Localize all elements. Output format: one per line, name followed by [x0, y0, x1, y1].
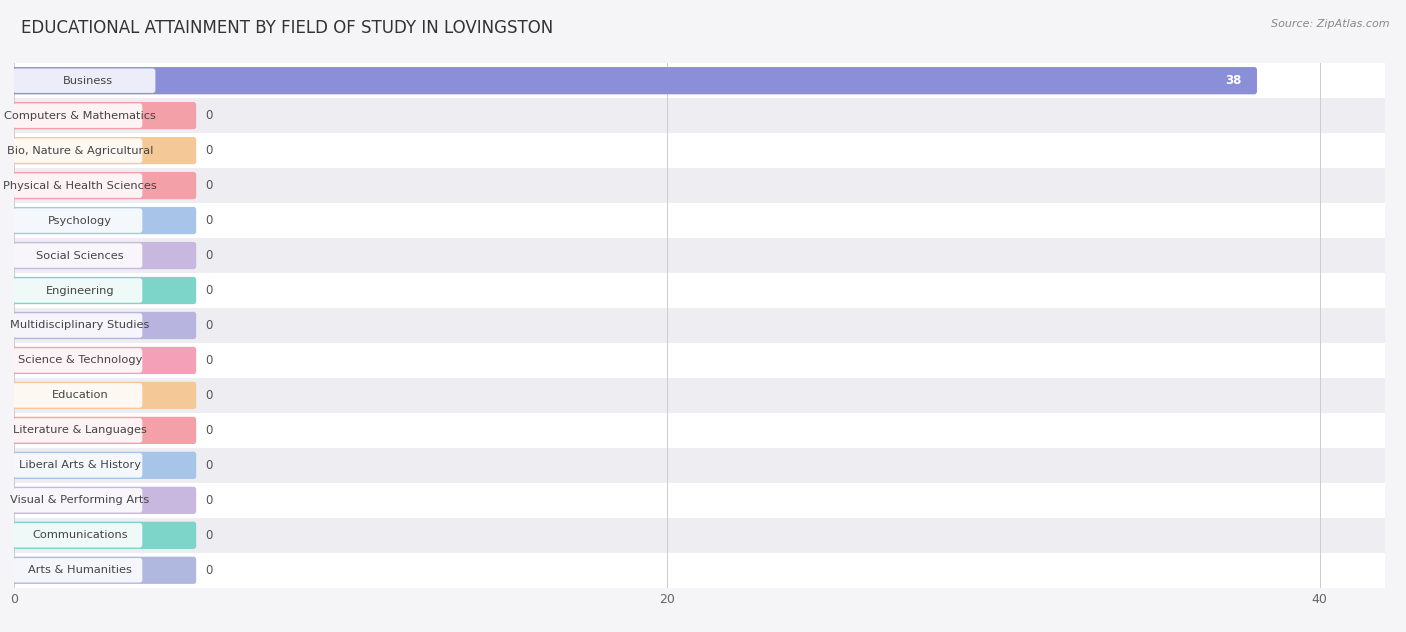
FancyBboxPatch shape — [13, 68, 156, 93]
FancyBboxPatch shape — [13, 209, 142, 233]
Bar — [0, 168, 1406, 203]
Text: 0: 0 — [205, 389, 212, 402]
Text: 0: 0 — [205, 424, 212, 437]
FancyBboxPatch shape — [13, 453, 142, 478]
FancyBboxPatch shape — [11, 207, 197, 234]
FancyBboxPatch shape — [13, 523, 142, 547]
Text: Source: ZipAtlas.com: Source: ZipAtlas.com — [1271, 19, 1389, 29]
Text: 38: 38 — [1225, 74, 1241, 87]
FancyBboxPatch shape — [11, 452, 197, 479]
Text: Arts & Humanities: Arts & Humanities — [28, 565, 132, 575]
FancyBboxPatch shape — [11, 347, 197, 374]
Text: 0: 0 — [205, 319, 212, 332]
FancyBboxPatch shape — [13, 104, 142, 128]
Bar — [0, 448, 1406, 483]
Text: 0: 0 — [205, 354, 212, 367]
Text: Physical & Health Sciences: Physical & Health Sciences — [3, 181, 157, 191]
FancyBboxPatch shape — [11, 487, 197, 514]
FancyBboxPatch shape — [11, 172, 197, 199]
Text: Computers & Mathematics: Computers & Mathematics — [4, 111, 156, 121]
Text: 0: 0 — [205, 179, 212, 192]
Text: Bio, Nature & Agricultural: Bio, Nature & Agricultural — [7, 145, 153, 155]
Bar — [0, 483, 1406, 518]
Bar — [0, 378, 1406, 413]
FancyBboxPatch shape — [13, 348, 142, 373]
FancyBboxPatch shape — [11, 277, 197, 304]
FancyBboxPatch shape — [11, 67, 1257, 94]
FancyBboxPatch shape — [11, 137, 197, 164]
Text: EDUCATIONAL ATTAINMENT BY FIELD OF STUDY IN LOVINGSTON: EDUCATIONAL ATTAINMENT BY FIELD OF STUDY… — [21, 19, 554, 37]
FancyBboxPatch shape — [13, 488, 142, 513]
FancyBboxPatch shape — [13, 558, 142, 583]
FancyBboxPatch shape — [13, 418, 142, 442]
Text: 0: 0 — [205, 529, 212, 542]
Text: Business: Business — [62, 76, 112, 86]
FancyBboxPatch shape — [13, 138, 142, 163]
FancyBboxPatch shape — [13, 243, 142, 268]
Bar — [0, 98, 1406, 133]
Text: Psychology: Psychology — [48, 216, 112, 226]
Bar — [0, 518, 1406, 553]
Text: 0: 0 — [205, 109, 212, 122]
Text: 0: 0 — [205, 284, 212, 297]
FancyBboxPatch shape — [13, 313, 142, 337]
Bar — [0, 413, 1406, 448]
Text: Liberal Arts & History: Liberal Arts & History — [20, 460, 141, 470]
Bar — [0, 343, 1406, 378]
Text: 0: 0 — [205, 214, 212, 227]
Bar — [0, 308, 1406, 343]
Bar — [0, 203, 1406, 238]
Text: Multidisciplinary Studies: Multidisciplinary Studies — [10, 320, 149, 331]
FancyBboxPatch shape — [11, 382, 197, 409]
FancyBboxPatch shape — [11, 416, 197, 444]
Text: 0: 0 — [205, 249, 212, 262]
FancyBboxPatch shape — [13, 173, 142, 198]
Text: Communications: Communications — [32, 530, 128, 540]
FancyBboxPatch shape — [11, 557, 197, 584]
Text: 0: 0 — [205, 144, 212, 157]
Bar — [0, 63, 1406, 98]
Bar — [0, 553, 1406, 588]
FancyBboxPatch shape — [11, 312, 197, 339]
FancyBboxPatch shape — [11, 521, 197, 549]
Text: Literature & Languages: Literature & Languages — [13, 425, 148, 435]
FancyBboxPatch shape — [11, 242, 197, 269]
Text: Social Sciences: Social Sciences — [37, 250, 124, 260]
Bar — [0, 133, 1406, 168]
Text: 0: 0 — [205, 459, 212, 472]
Text: Engineering: Engineering — [45, 286, 114, 296]
Bar — [0, 273, 1406, 308]
Text: Visual & Performing Arts: Visual & Performing Arts — [10, 495, 149, 506]
Text: 0: 0 — [205, 494, 212, 507]
Text: Education: Education — [52, 391, 108, 401]
Text: Science & Technology: Science & Technology — [18, 355, 142, 365]
FancyBboxPatch shape — [11, 102, 197, 130]
FancyBboxPatch shape — [13, 383, 142, 408]
Text: 0: 0 — [205, 564, 212, 577]
FancyBboxPatch shape — [13, 278, 142, 303]
Bar — [0, 238, 1406, 273]
